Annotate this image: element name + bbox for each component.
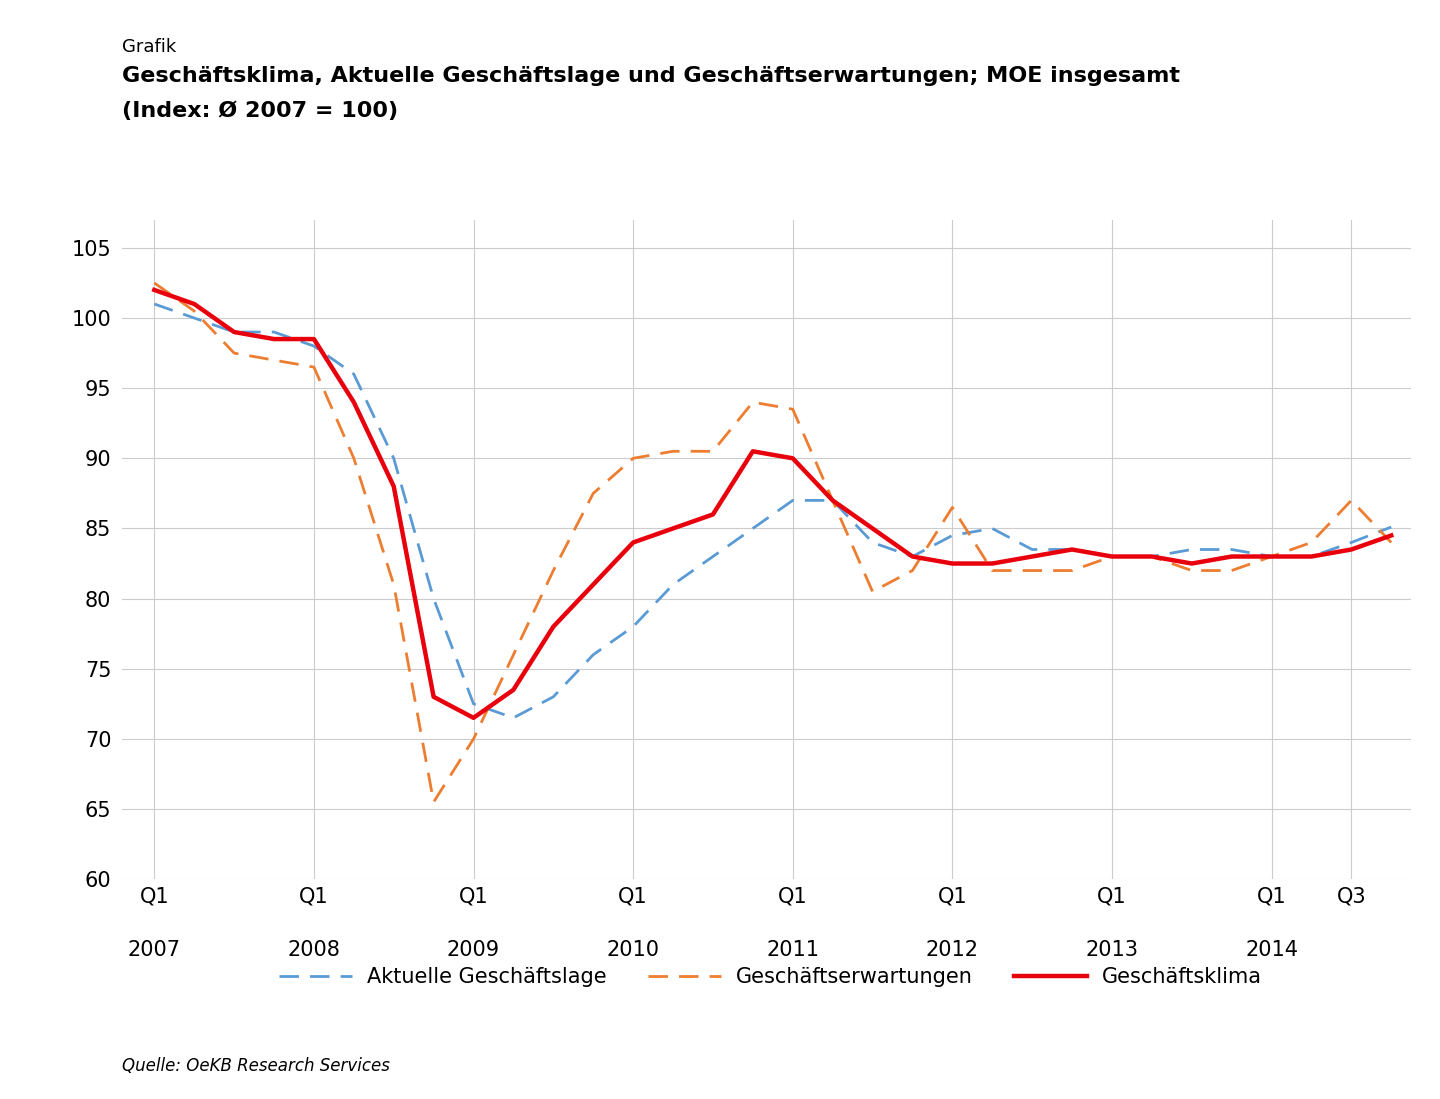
Legend: Aktuelle Geschäftslage, Geschäftserwartungen, Geschäftsklima: Aktuelle Geschäftslage, Geschäftserwartu… <box>271 958 1270 996</box>
Text: (Index: Ø 2007 = 100): (Index: Ø 2007 = 100) <box>122 101 399 121</box>
Text: 2009: 2009 <box>446 940 500 959</box>
Text: Quelle: OeKB Research Services: Quelle: OeKB Research Services <box>122 1057 390 1075</box>
Text: 2013: 2013 <box>1086 940 1139 959</box>
Text: 2010: 2010 <box>606 940 660 959</box>
Text: 2011: 2011 <box>766 940 819 959</box>
Text: 2014: 2014 <box>1246 940 1297 959</box>
Text: Geschäftsklima, Aktuelle Geschäftslage und Geschäftserwartungen; MOE insgesamt: Geschäftsklima, Aktuelle Geschäftslage u… <box>122 66 1181 86</box>
Text: Grafik: Grafik <box>122 38 177 56</box>
Text: 2008: 2008 <box>288 940 340 959</box>
Text: 2012: 2012 <box>926 940 979 959</box>
Text: 2007: 2007 <box>128 940 181 959</box>
